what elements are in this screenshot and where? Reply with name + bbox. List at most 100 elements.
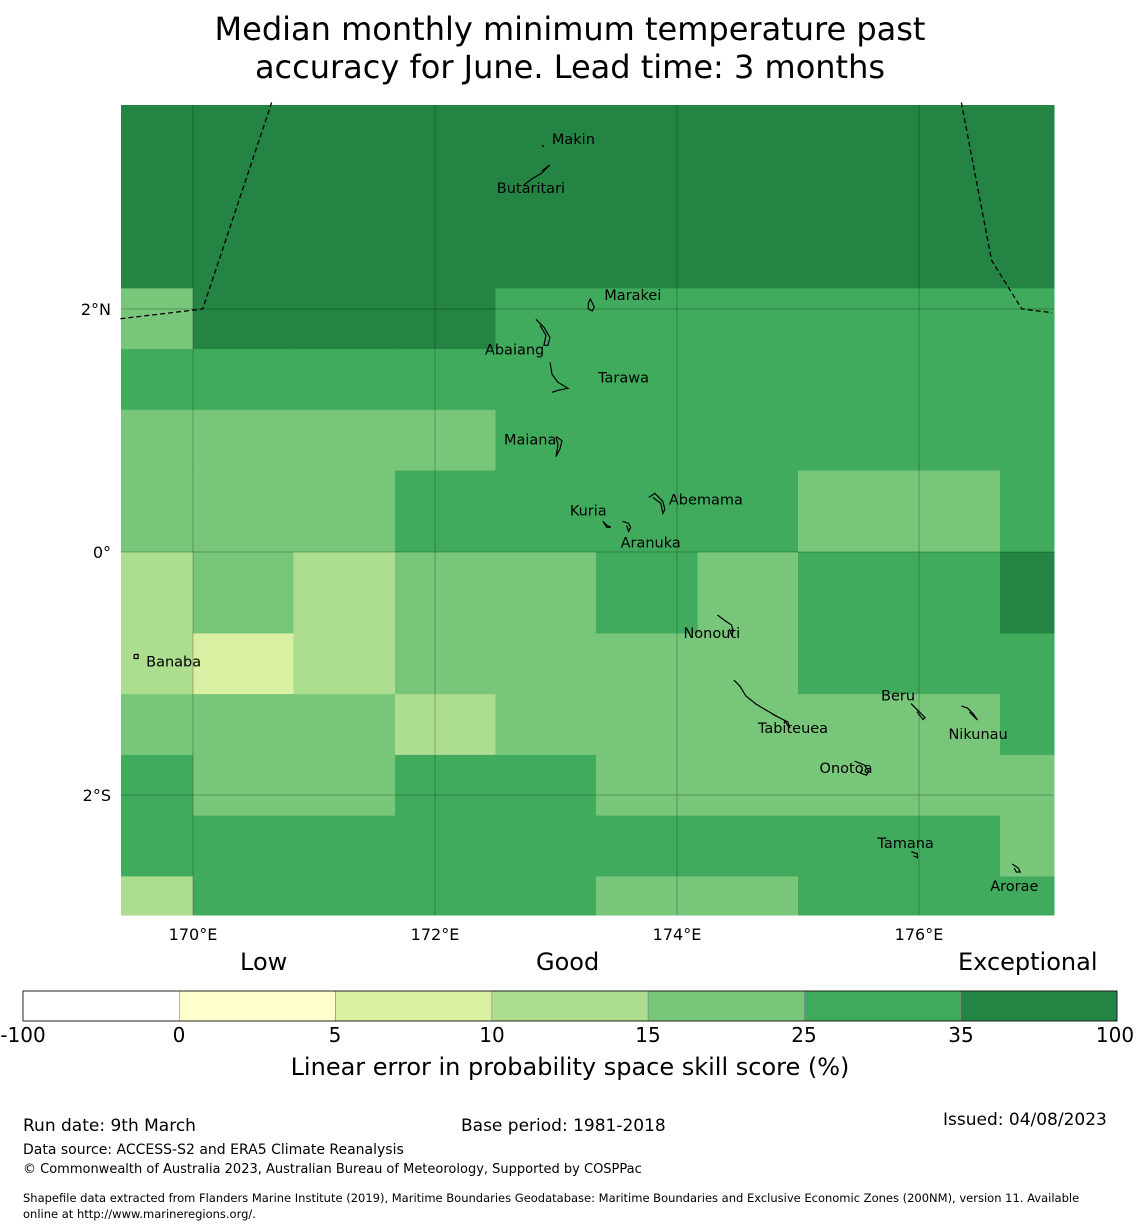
heatmap-cell <box>193 349 294 411</box>
island-outline-arorae <box>1011 863 1022 873</box>
heatmap-cell <box>595 815 699 877</box>
heatmap-cell <box>121 815 194 877</box>
colorbar-tick: 0 <box>172 1023 186 1047</box>
legend-good: Good <box>536 948 600 976</box>
colorbar <box>22 990 1118 1022</box>
heatmap-cell <box>697 815 799 877</box>
y-tick-label: 2°S <box>83 786 111 805</box>
eez-boundary-east <box>960 102 1053 314</box>
heatmap-cell <box>395 815 496 877</box>
shapefile-credit-1: Shapefile data extracted from Flanders M… <box>23 1191 1080 1205</box>
heatmap-cell <box>595 105 699 289</box>
colorbar-tick: 35 <box>948 1023 974 1047</box>
heatmap-cell <box>898 694 1001 756</box>
heatmap-cell <box>798 552 899 634</box>
colorbar-segment <box>491 990 649 1022</box>
graticule <box>121 105 1054 915</box>
island-label-banaba: Banaba <box>146 654 201 670</box>
heatmap-cell <box>121 105 194 289</box>
island-outline-tamana <box>911 851 918 859</box>
heatmap-cell <box>798 815 899 877</box>
heatmap-cell <box>121 633 194 695</box>
island-label-nonouti: Nonouti <box>683 626 740 642</box>
heatmap-cell <box>697 633 799 695</box>
heatmap-cell <box>395 552 496 634</box>
shapefile-credit-2: online at http://www.marineregions.org/. <box>23 1207 256 1221</box>
y-tick-label: 0° <box>93 543 111 562</box>
island-outline-aranuka <box>622 520 632 533</box>
heatmap-cell <box>193 470 294 553</box>
island-label-abaiang: Abaiang <box>485 342 544 358</box>
heatmap-cell <box>697 470 799 553</box>
island-outline-onotoa <box>854 760 870 776</box>
heatmap-cell <box>798 470 899 553</box>
heatmap-cell <box>595 754 699 817</box>
heatmap-cell <box>121 409 194 472</box>
heatmap-cell <box>495 754 597 817</box>
heatmap-cell <box>495 105 597 289</box>
heatmap-cell <box>395 694 496 756</box>
heatmap-cell <box>697 876 799 916</box>
island-label-tarawa: Tarawa <box>597 370 649 386</box>
island-outline-abaiang <box>535 318 551 346</box>
island-label-maiana: Maiana <box>504 433 556 449</box>
heatmap-cell <box>1000 288 1055 350</box>
heatmap-cell <box>697 694 799 756</box>
heatmap-cell <box>697 349 799 411</box>
heatmap-cell <box>898 876 1001 916</box>
base-period: Base period: 1981-2018 <box>461 1116 666 1136</box>
island-outline-tabiteuea <box>733 679 791 729</box>
heatmap-cell <box>898 633 1001 695</box>
heatmap-cell <box>898 349 1001 411</box>
heatmap-cell <box>395 470 496 553</box>
island-outline-marakei <box>587 297 595 312</box>
colorbar-segment <box>804 990 962 1022</box>
data-source: Data source: ACCESS-S2 and ERA5 Climate … <box>23 1142 404 1158</box>
axis-tick-labels: 170°E 172°E 174°E 176°E 2°N 0° 2°S <box>81 300 943 944</box>
y-tick-label: 2°N <box>81 300 111 319</box>
heatmap-cell <box>121 754 194 817</box>
heatmap-cell <box>395 409 496 472</box>
heatmap-cell <box>121 288 194 350</box>
heatmap-cell <box>193 754 294 817</box>
heatmap-cell <box>193 409 294 472</box>
heatmap-cell <box>193 552 294 634</box>
island-label-tabiteuea: Tabiteuea <box>757 721 828 737</box>
island-label-butaritari: Butaritari <box>497 181 565 197</box>
island-outline-nikunau <box>961 705 978 721</box>
heatmap-cell <box>395 288 496 350</box>
heatmap-cell <box>293 349 396 411</box>
heatmap-cell <box>495 288 597 350</box>
heatmap-cell <box>121 552 194 634</box>
island-outline-abemama <box>648 492 666 516</box>
heatmap-cell <box>293 409 396 472</box>
heatmap-cell <box>193 633 294 695</box>
heatmap-cell <box>1000 633 1055 695</box>
heatmap-cell <box>293 552 396 634</box>
heatmap-cell <box>1000 349 1055 411</box>
colorbar-segment <box>178 990 336 1022</box>
island-outline-butaritari <box>523 164 551 186</box>
heatmap-cell <box>1000 552 1055 634</box>
heatmap-cell <box>798 288 899 350</box>
heatmap-cell <box>293 288 396 350</box>
heatmap-cell <box>121 470 194 553</box>
colorbar-frame <box>22 990 1118 1022</box>
heatmap-cell <box>798 876 899 916</box>
colorbar-tick: 5 <box>328 1023 342 1047</box>
issued-date: Issued: 04/08/2023 <box>943 1110 1107 1130</box>
heatmap-cell <box>1000 409 1055 472</box>
heatmap-cell <box>293 470 396 553</box>
heatmap-cell <box>1000 105 1055 289</box>
x-tick-label: 170°E <box>169 925 218 944</box>
chart-title: Median monthly minimum temperature past … <box>0 10 1140 86</box>
eez-boundary-west <box>120 102 273 320</box>
heatmap-cell <box>121 694 194 756</box>
heatmap-cell <box>495 694 597 756</box>
heatmap-cell <box>898 470 1001 553</box>
heatmap-cell <box>595 349 699 411</box>
title-line-1: Median monthly minimum temperature past <box>214 10 926 48</box>
heatmap-cell <box>495 470 597 553</box>
heatmap-cell <box>1000 470 1055 553</box>
